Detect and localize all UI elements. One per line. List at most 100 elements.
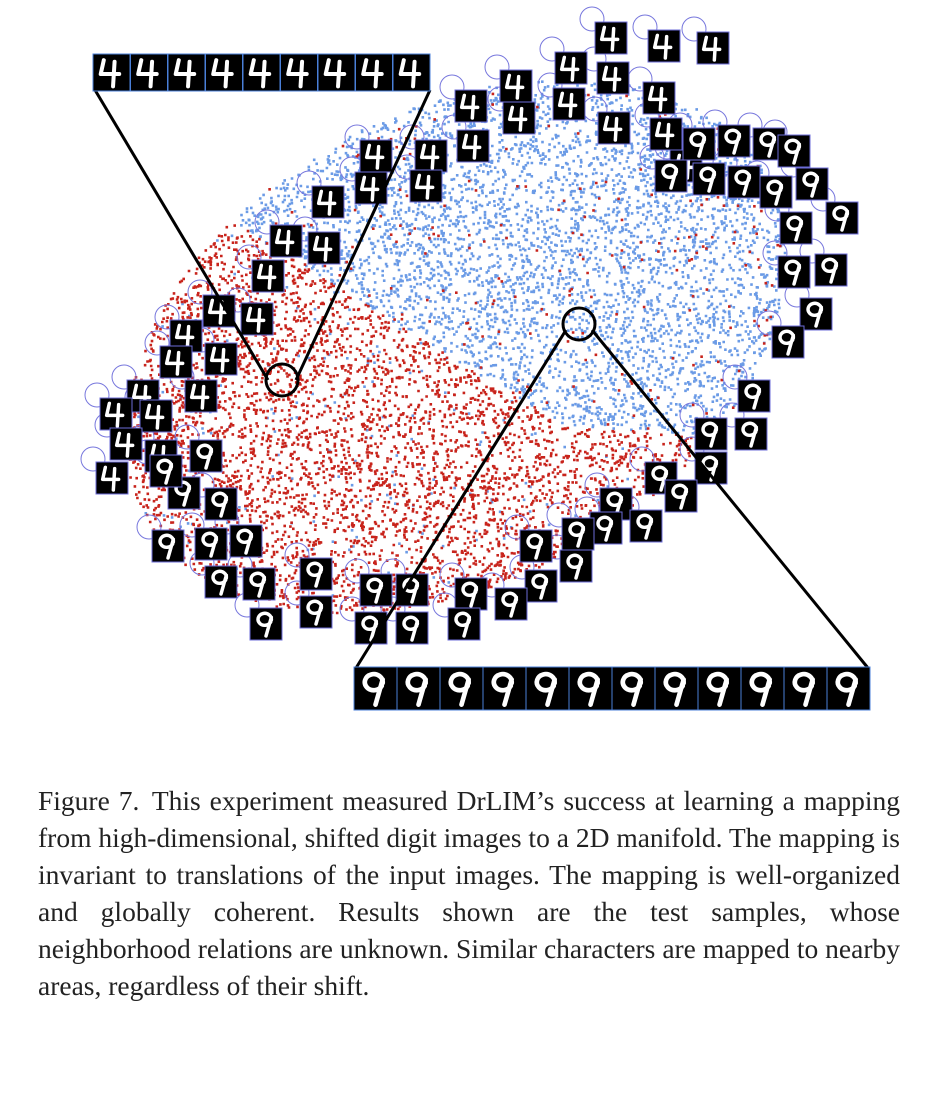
digit-4-strip-cell [392, 53, 431, 92]
digit-9-thumbnail [151, 529, 185, 563]
digit-9-thumbnail [799, 297, 833, 331]
digit-9-thumbnail [692, 162, 726, 196]
figure-caption: Figure 7. This experiment measured DrLIM… [38, 782, 900, 1004]
digit-9-strip-cell [611, 666, 656, 711]
digit-strips [92, 53, 871, 711]
digit-9-strip [353, 666, 871, 711]
digit-9-thumbnail [561, 517, 595, 551]
digit-9-thumbnail [229, 524, 263, 558]
digit-9-thumbnail [814, 253, 848, 287]
digit-9-thumbnail [204, 487, 238, 521]
digit-9-strip-cell [482, 666, 527, 711]
digit-9-thumbnail [682, 127, 716, 161]
digit-4-thumbnail [184, 379, 218, 413]
digit-4-strip [92, 53, 431, 92]
digit-9-thumbnail [299, 595, 333, 629]
digit-4-thumbnail [649, 117, 683, 151]
digit-4-thumbnail [354, 171, 388, 205]
callout-circle-4 [264, 362, 300, 398]
callout-circle-9 [561, 306, 597, 342]
digit-4-thumbnail [696, 31, 730, 65]
digit-4-strip-cell [167, 53, 206, 92]
digit-9-thumbnail [149, 454, 183, 488]
digit-9-strip-cell [740, 666, 785, 711]
digit-9-strip-cell [525, 666, 570, 711]
digit-9-thumbnail [204, 565, 238, 599]
digit-9-thumbnail [194, 527, 228, 561]
digit-9-thumbnail [189, 439, 223, 473]
digit-9-thumbnail [519, 529, 553, 563]
digit-9-thumbnail [167, 476, 201, 510]
digit-4-strip-cell [205, 53, 243, 92]
digit-4-strip-cell [355, 53, 393, 92]
scatter-points-digit-4 [128, 79, 788, 597]
digit-9-thumbnail [777, 255, 811, 289]
digit-9-thumbnail [717, 124, 751, 158]
figure-label: Figure 7. [38, 785, 140, 816]
digit-4-thumbnail [456, 129, 490, 163]
digit-9-strip-cell [396, 666, 441, 711]
digit-4-thumbnail [99, 397, 133, 431]
digit-9-thumbnail [447, 607, 481, 641]
digit-9-thumbnail [795, 167, 829, 201]
digit-thumbnails [95, 21, 859, 645]
digit-9-thumbnail [589, 511, 623, 545]
digit-4-strip-cell [92, 53, 131, 92]
digit-9-thumbnail [524, 569, 558, 603]
digit-9-strip-cell [439, 666, 484, 711]
digit-9-thumbnail [779, 211, 813, 245]
digit-9-thumbnail [771, 325, 805, 359]
digit-4-thumbnail [359, 139, 393, 173]
digit-4-thumbnail [594, 21, 628, 55]
digit-4-thumbnail [307, 231, 341, 265]
digit-9-thumbnail [759, 175, 793, 209]
digit-4-thumbnail [414, 139, 448, 173]
digit-9-thumbnail [777, 134, 811, 168]
embedding-figure [80, 6, 871, 711]
digit-4-thumbnail [204, 342, 238, 376]
digit-9-thumbnail [454, 577, 488, 611]
digit-4-thumbnail [409, 169, 443, 203]
digit-4-thumbnail [597, 111, 631, 145]
digit-9-thumbnail [242, 567, 276, 601]
digit-4-thumbnail [642, 81, 676, 115]
digit-9-thumbnail [694, 417, 728, 451]
digit-4-strip-cell [280, 53, 318, 92]
digit-9-thumbnail [494, 587, 528, 621]
digit-9-strip-cell [783, 666, 828, 711]
digit-4-thumbnail [502, 101, 536, 135]
digit-9-thumbnail [249, 607, 283, 641]
digit-9-strip-cell [826, 666, 871, 711]
digit-9-thumbnail [664, 479, 698, 513]
digit-4-strip-cell [317, 53, 356, 92]
digit-4-thumbnail [251, 259, 285, 293]
digit-9-thumbnail [737, 379, 771, 413]
digit-9-thumbnail [654, 159, 688, 193]
digit-9-strip-cell [697, 666, 742, 711]
callout-lines [93, 89, 870, 669]
digit-9-thumbnail [559, 549, 593, 583]
digit-4-thumbnail [159, 345, 193, 379]
digit-9-strip-cell [654, 666, 699, 711]
digit-4-thumbnail [95, 461, 129, 495]
digit-4-thumbnail [647, 29, 681, 63]
digit-9-strip-cell [353, 666, 398, 711]
digit-9-thumbnail [359, 573, 393, 607]
digit-4-thumbnail [240, 302, 274, 336]
digit-4-thumbnail [454, 89, 488, 123]
caption-text: This experiment measured DrLIM’s success… [38, 785, 900, 1001]
digit-4-thumbnail [269, 224, 303, 258]
digit-4-thumbnail [596, 61, 630, 95]
digit-9-thumbnail [299, 557, 333, 591]
digit-4-strip-cell [242, 53, 281, 92]
digit-9-thumbnail [395, 611, 429, 645]
digit-4-strip-cell [130, 53, 168, 92]
digit-4-thumbnail [499, 69, 533, 103]
digit-4-thumbnail [311, 185, 345, 219]
digit-9-strip-cell [568, 666, 613, 711]
digit-9-thumbnail [734, 417, 768, 451]
digit-9-thumbnail [727, 165, 761, 199]
digit-4-thumbnail [139, 399, 173, 433]
digit-9-thumbnail [694, 451, 728, 485]
digit-4-thumbnail [552, 87, 586, 121]
